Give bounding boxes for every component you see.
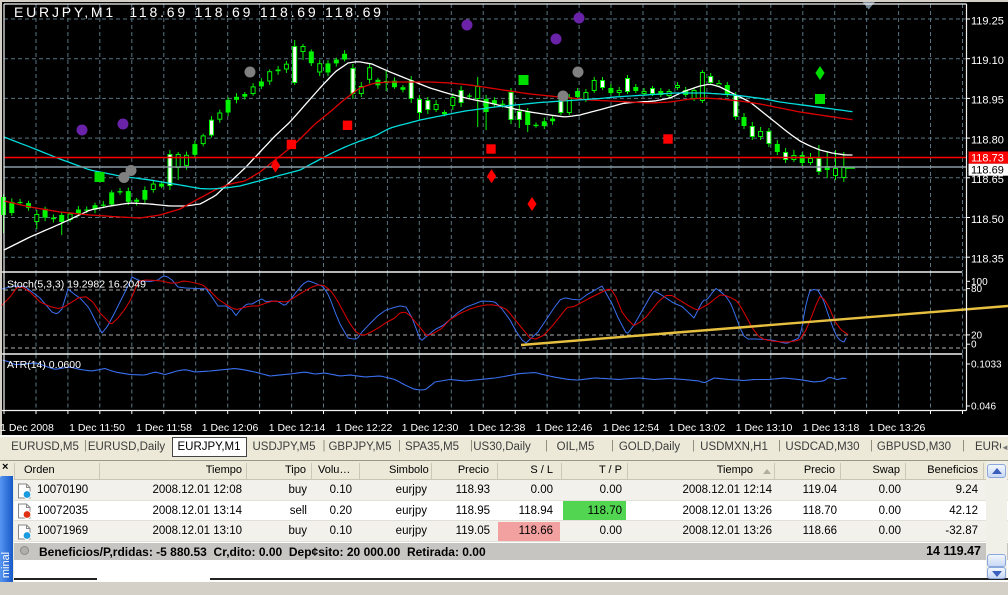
svg-text:118.35: 118.35 bbox=[971, 254, 1004, 266]
svg-text:1 Dec 11:50: 1 Dec 11:50 bbox=[69, 422, 125, 434]
svg-text:118.95: 118.95 bbox=[971, 95, 1004, 107]
svg-text:1 Dec 12:22: 1 Dec 12:22 bbox=[336, 422, 393, 434]
svg-text:0.046: 0.046 bbox=[971, 402, 996, 413]
svg-text:118.69: 118.69 bbox=[971, 165, 1004, 177]
svg-text:80: 80 bbox=[971, 284, 983, 295]
svg-text:Stoch(5,3,3) 19.2982 16.2049: Stoch(5,3,3) 19.2982 16.2049 bbox=[7, 279, 146, 291]
svg-text:ATR(14) 0.0600: ATR(14) 0.0600 bbox=[7, 359, 81, 371]
svg-text:1 Dec 13:02: 1 Dec 13:02 bbox=[669, 422, 726, 434]
svg-text:119.10: 119.10 bbox=[971, 55, 1004, 67]
svg-text:0.1033: 0.1033 bbox=[971, 360, 1002, 371]
svg-text:1 Dec 2008: 1 Dec 2008 bbox=[0, 422, 54, 434]
svg-text:1 Dec 13:18: 1 Dec 13:18 bbox=[803, 422, 860, 434]
svg-text:118.80: 118.80 bbox=[971, 134, 1004, 146]
svg-text:1 Dec 12:54: 1 Dec 12:54 bbox=[603, 422, 660, 434]
svg-text:1 Dec 12:06: 1 Dec 12:06 bbox=[202, 422, 259, 434]
svg-text:EURJPY,M1 118.69 118.69 118.6: EURJPY,M1 118.69 118.69 118.69 118.69 bbox=[14, 4, 384, 20]
svg-text:1 Dec 12:46: 1 Dec 12:46 bbox=[536, 422, 593, 434]
svg-text:118.73: 118.73 bbox=[971, 153, 1004, 165]
svg-text:0: 0 bbox=[971, 340, 977, 351]
svg-text:119.25: 119.25 bbox=[971, 15, 1004, 27]
svg-text:1 Dec 13:26: 1 Dec 13:26 bbox=[869, 422, 926, 434]
svg-text:1 Dec 11:58: 1 Dec 11:58 bbox=[136, 422, 192, 434]
svg-text:1 Dec 12:14: 1 Dec 12:14 bbox=[269, 422, 326, 434]
svg-text:1 Dec 12:30: 1 Dec 12:30 bbox=[402, 422, 459, 434]
svg-text:118.50: 118.50 bbox=[971, 214, 1004, 226]
svg-text:1 Dec 13:10: 1 Dec 13:10 bbox=[736, 422, 793, 434]
svg-text:1 Dec 12:38: 1 Dec 12:38 bbox=[469, 422, 526, 434]
